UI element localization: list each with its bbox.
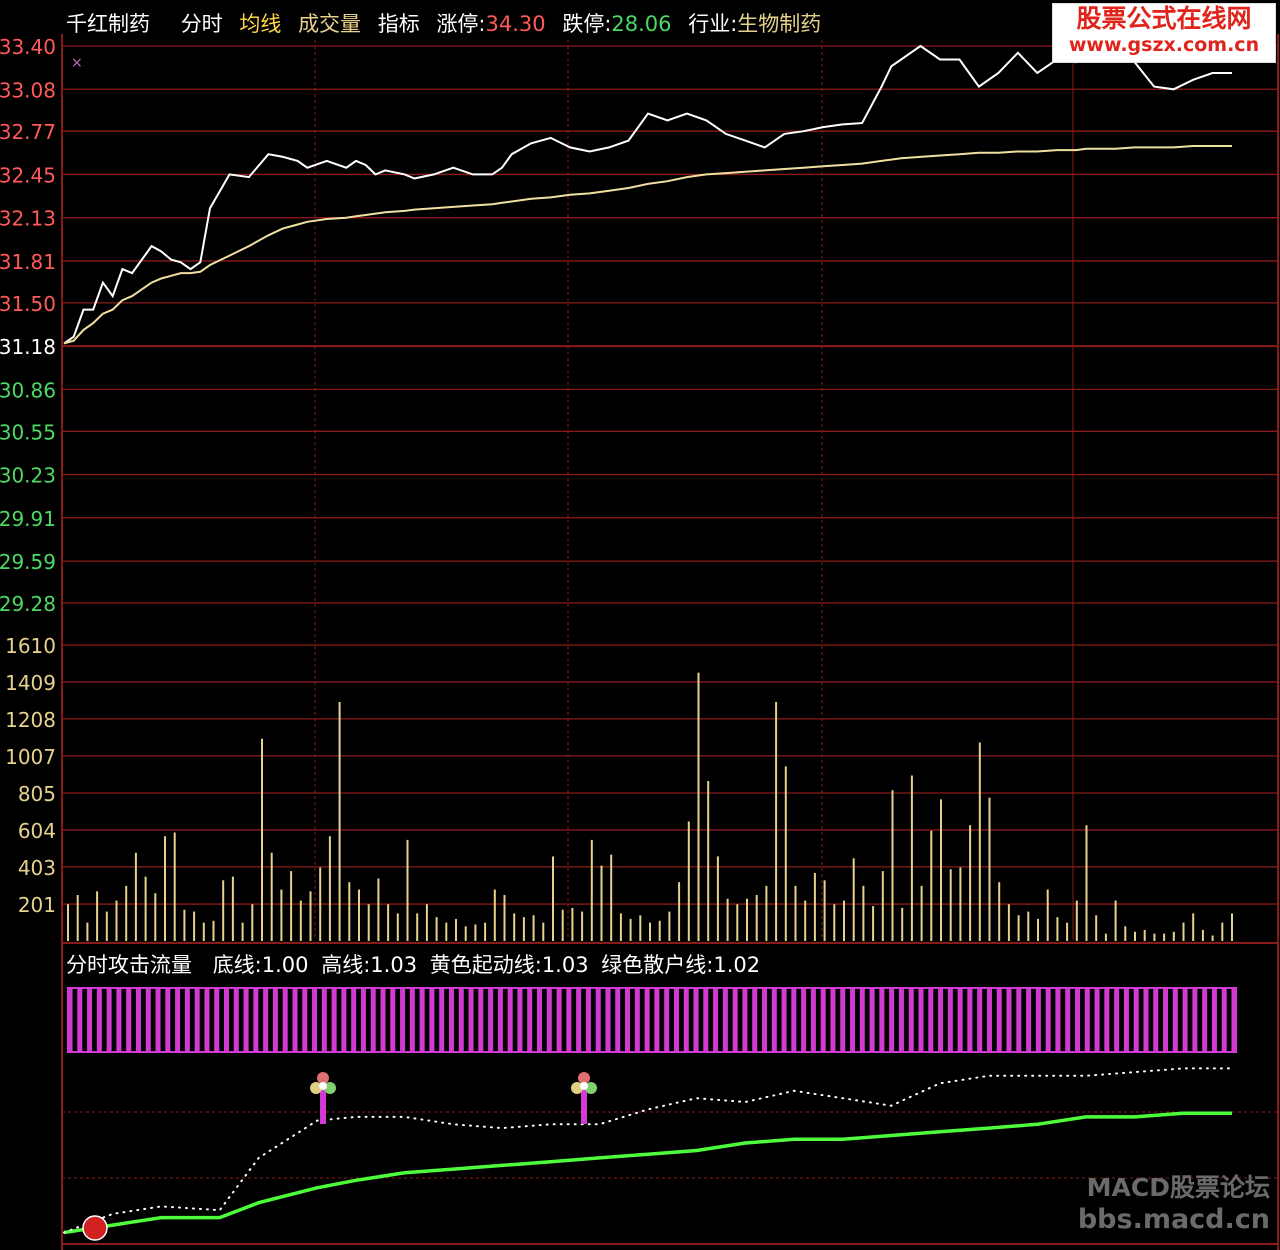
price-tick-label: 32.45 <box>0 163 56 187</box>
watermark-bottom-title: MACD股票论坛 <box>1086 1173 1270 1202</box>
price-tick-label: 31.50 <box>0 292 56 316</box>
price-tick-label: 31.81 <box>0 250 56 274</box>
retail-line <box>63 1111 1232 1235</box>
indicator-base-line: 底线:1.00 <box>212 953 309 977</box>
price-tick-label: 33.08 <box>0 78 56 102</box>
indicator-title: 分时攻击流量 <box>66 953 192 977</box>
limit-up-label: 涨停: <box>436 12 486 36</box>
signal-flower-icon-center <box>580 1082 588 1090</box>
industry-label: 行业: <box>688 12 738 36</box>
industry-value: 生物制药 <box>737 12 822 36</box>
price-tick-label: 29.91 <box>0 507 56 531</box>
volume-tick-label: 1208 <box>5 708 56 732</box>
average-line <box>63 145 1232 345</box>
price-tick-label: 29.59 <box>0 550 56 574</box>
attack-flow-line <box>63 1067 1233 1234</box>
signal-flower-icon-petal <box>578 1072 590 1084</box>
price-tick-label: 30.23 <box>0 464 56 488</box>
limit-up-value: 34.30 <box>485 12 546 36</box>
limit-down-label: 跌停: <box>562 12 612 36</box>
tab-average-line[interactable]: 均线 <box>239 12 282 36</box>
price-tick-label: 32.13 <box>0 207 56 231</box>
volume-tick-label: 604 <box>18 819 56 843</box>
price-tick-label: 31.18 <box>0 335 56 359</box>
tab-volume[interactable]: 成交量 <box>298 12 362 36</box>
indicator-high-line: 高线:1.03 <box>321 953 418 977</box>
volume-tick-label: 403 <box>18 856 56 880</box>
price-tick-label: 30.86 <box>0 378 56 402</box>
indicator-green-line: 绿色散户线:1.02 <box>601 953 761 977</box>
limit-down-value: 28.06 <box>611 12 672 36</box>
price-line <box>63 44 1232 345</box>
watermark-bottom: MACD股票论坛 bbs.macd.cn <box>1000 1168 1270 1235</box>
volume-tick-label: 805 <box>18 782 56 806</box>
volume-tick-label: 201 <box>18 893 56 917</box>
signal-flower-icon-petal <box>324 1082 336 1094</box>
tab-intraday[interactable]: 分时 <box>180 12 223 36</box>
volume-tick-label: 1409 <box>5 671 56 695</box>
indicator-header: 分时攻击流量 底线:1.00 高线:1.03 黄色起动线:1.03 绿色散户线:… <box>66 949 766 979</box>
watermark-bottom-url: bbs.macd.cn <box>1077 1204 1270 1235</box>
watermark-top-url: www.gszx.com.cn <box>1068 34 1260 56</box>
price-tick-label: 29.28 <box>0 592 56 616</box>
watermark-top: 股票公式在线网 www.gszx.com.cn <box>1052 3 1276 63</box>
tab-indicator[interactable]: 指标 <box>377 12 420 36</box>
signal-band-frame <box>67 987 1237 1053</box>
signal-flower-icon-center <box>319 1082 327 1090</box>
price-tick-label: 30.55 <box>0 420 56 444</box>
signal-flower-icon-petal <box>571 1082 583 1094</box>
price-tick-label: 33.40 <box>0 35 56 59</box>
volume-tick-label: 1007 <box>5 745 56 769</box>
stock-name: 千红制药 <box>66 12 150 36</box>
signal-flower-icon-petal <box>317 1072 329 1084</box>
start-ball-icon <box>82 1215 108 1241</box>
chart-header: 千红制药 分时 均线 成交量 指标 涨停:34.30 跌停:28.06 行业:生… <box>66 8 841 38</box>
indicator-yellow-line: 黄色起动线:1.03 <box>429 953 589 977</box>
signal-flower-icon-petal <box>310 1082 322 1094</box>
cursor-marker: × <box>71 55 83 71</box>
price-tick-label: 32.77 <box>0 120 56 144</box>
volume-tick-label: 1610 <box>5 634 56 658</box>
signal-flower-icon-stem <box>581 1090 587 1124</box>
signal-flower-icon-petal <box>585 1082 597 1094</box>
watermark-top-title: 股票公式在线网 <box>1076 4 1252 33</box>
signal-flower-icon-stem <box>320 1090 326 1124</box>
